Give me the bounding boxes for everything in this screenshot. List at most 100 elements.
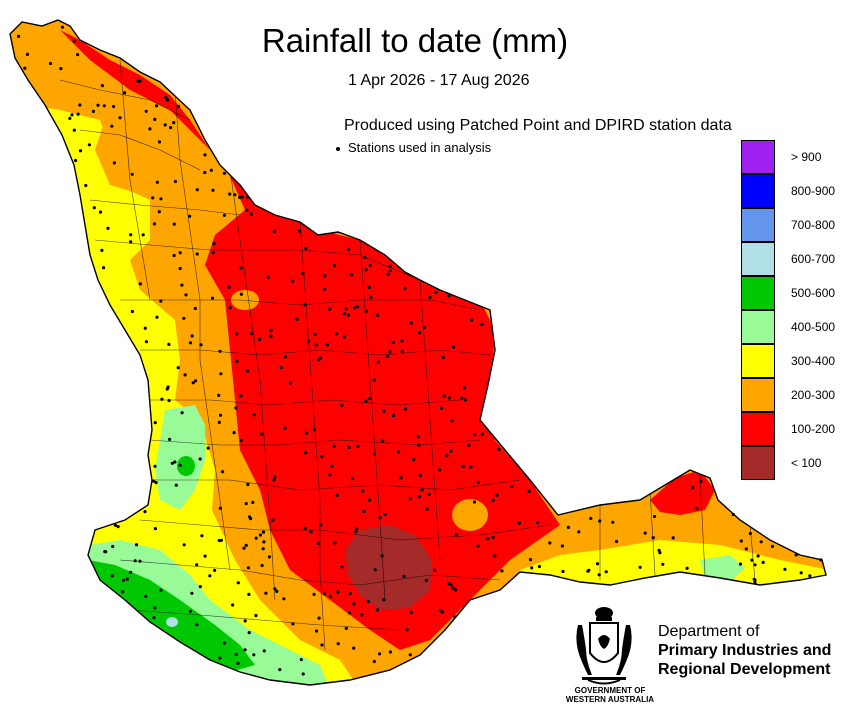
station-dot xyxy=(447,294,451,298)
station-dot xyxy=(323,592,327,596)
legend-swatch xyxy=(741,242,775,276)
station-dot xyxy=(425,507,429,511)
station-dot xyxy=(362,509,366,514)
legend-swatch xyxy=(741,140,775,174)
station-dot xyxy=(166,385,170,389)
station-dot xyxy=(279,366,283,370)
station-dot xyxy=(160,397,164,401)
station-dot xyxy=(157,210,161,214)
zone-200-300-north xyxy=(20,30,245,235)
station-dot xyxy=(342,335,346,339)
legend-swatch xyxy=(741,446,775,480)
station-dot xyxy=(451,586,455,590)
station-dot xyxy=(449,583,453,587)
station-dot xyxy=(454,588,458,592)
station-dot xyxy=(372,659,376,664)
station-dot xyxy=(685,566,689,570)
station-dot xyxy=(420,488,424,492)
station-dot xyxy=(373,568,377,572)
station-dot xyxy=(350,477,354,481)
station-dot xyxy=(577,530,581,534)
station-dot xyxy=(291,622,295,626)
station-dot xyxy=(354,530,358,534)
station-dot xyxy=(190,334,194,338)
station-dot xyxy=(172,253,176,258)
station-dot xyxy=(352,646,356,650)
station-dot xyxy=(102,104,106,108)
station-dot xyxy=(84,183,88,188)
station-dot xyxy=(333,264,337,268)
station-dot xyxy=(332,444,336,448)
station-dot xyxy=(219,372,223,376)
station-dot xyxy=(180,411,184,415)
station-dot xyxy=(517,521,521,525)
station-dot xyxy=(143,326,147,330)
station-dot xyxy=(691,486,695,490)
station-dot xyxy=(493,554,497,558)
station-dot xyxy=(347,611,352,615)
station-dot xyxy=(169,126,173,130)
legend-swatch xyxy=(741,208,775,242)
station-dot xyxy=(375,608,379,612)
station-dot xyxy=(195,188,199,192)
legend-label: 100-200 xyxy=(791,422,836,436)
station-dot xyxy=(272,478,276,482)
legend-swatch xyxy=(741,412,775,446)
station-dot xyxy=(154,104,159,108)
station-dot xyxy=(23,66,27,70)
station-dot xyxy=(217,420,221,424)
station-dot xyxy=(304,451,308,455)
station-dot xyxy=(227,285,231,289)
station-dot xyxy=(418,494,422,499)
station-dot xyxy=(266,275,270,279)
station-dot xyxy=(657,548,661,552)
station-dot xyxy=(134,543,139,547)
station-dot xyxy=(112,104,116,109)
station-dot xyxy=(228,192,232,196)
station-dot xyxy=(295,317,299,321)
station-dot xyxy=(144,594,148,598)
station-dot xyxy=(164,95,168,100)
station-dot xyxy=(100,84,104,88)
stations-key: Stations used in analysis xyxy=(336,140,491,155)
station-dot xyxy=(209,168,213,172)
station-dot xyxy=(269,334,273,338)
government-line-2: WESTERN AUSTRALIA xyxy=(565,695,655,704)
station-dot xyxy=(461,464,465,469)
station-dot xyxy=(350,273,354,277)
station-dot xyxy=(138,282,142,286)
station-dot xyxy=(172,222,176,226)
legend-label: 800-900 xyxy=(791,184,836,198)
station-dot xyxy=(382,598,386,602)
station-dot xyxy=(761,560,765,565)
station-dot xyxy=(416,435,420,439)
department-line-1: Department of xyxy=(658,623,760,640)
station-dot xyxy=(122,578,126,582)
station-dot xyxy=(242,546,246,550)
station-dot xyxy=(198,585,202,589)
station-dot xyxy=(262,649,266,653)
station-dot xyxy=(283,355,288,359)
station-dot xyxy=(301,672,305,676)
station-dot xyxy=(381,439,385,443)
station-dot xyxy=(25,52,30,57)
station-dot xyxy=(500,569,504,573)
station-dot xyxy=(152,479,156,483)
station-dot xyxy=(595,562,600,566)
station-dot xyxy=(188,609,192,613)
station-dot xyxy=(428,295,432,299)
station-dot xyxy=(129,233,133,237)
station-dot xyxy=(527,489,531,493)
station-dot xyxy=(323,274,327,278)
station-dot xyxy=(314,629,319,633)
station-dot xyxy=(303,526,307,530)
station-dot xyxy=(440,610,444,614)
wa-government-crest-icon xyxy=(576,607,632,685)
station-dot xyxy=(661,562,665,566)
station-dot xyxy=(418,331,422,335)
station-dot xyxy=(236,661,240,666)
station-dot xyxy=(400,339,404,343)
station-dot xyxy=(106,226,110,230)
station-dot xyxy=(254,536,258,540)
station-dot xyxy=(333,541,337,545)
